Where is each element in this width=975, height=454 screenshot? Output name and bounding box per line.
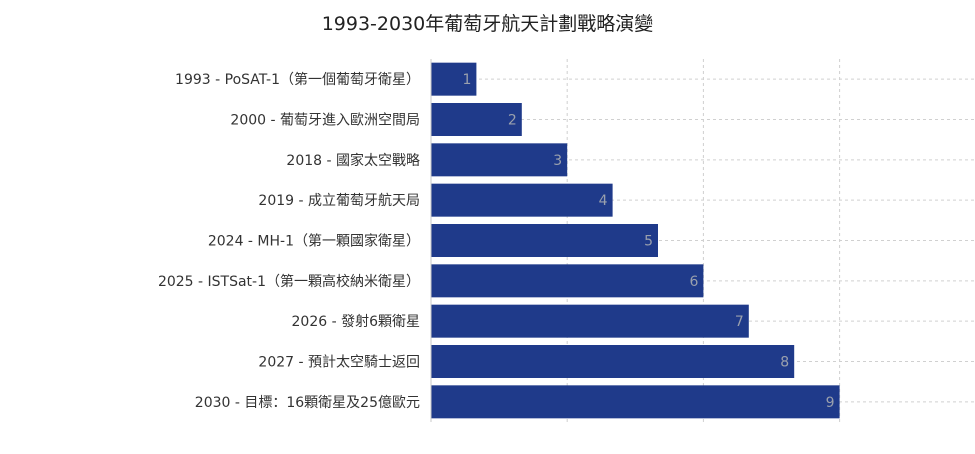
bar-value-label: 2: [508, 113, 517, 129]
bar: [431, 103, 522, 136]
category-label: 2024 - MH-1（第一顆國家衛星）: [208, 233, 420, 250]
bar-value-label: 4: [599, 193, 608, 209]
bar-value-label: 8: [780, 355, 789, 371]
bar-value-label: 1: [462, 72, 471, 88]
bar-value-label: 9: [826, 395, 835, 411]
bar: [431, 62, 477, 96]
bar: [431, 183, 613, 217]
bar-value-label: 3: [553, 153, 562, 169]
bar: [431, 345, 795, 378]
category-label: 2026 - 發射6顆衛星: [292, 314, 421, 330]
bar: [431, 264, 704, 298]
category-label: 2019 - 成立葡萄牙航天局: [258, 193, 420, 209]
bar: [431, 304, 749, 338]
category-label: 2030 - 目標：16顆衛星及25億歐元: [195, 395, 420, 411]
category-labels: 1993 - PoSAT-1（第一個葡萄牙衛星） 2000 - 葡萄牙進入歐洲空間…: [158, 71, 420, 411]
chart-title: 1993-2030年葡萄牙航天計劃戰略演變: [321, 13, 654, 35]
bar-value-label: 5: [644, 234, 653, 250]
category-label: 2027 - 預計太空騎士返回: [258, 355, 420, 371]
bar: [431, 385, 840, 419]
bar: [431, 224, 658, 257]
category-label: 2025 - ISTSat-1（第一顆高校納米衛星）: [158, 273, 420, 290]
bars: 1 2 3 4 5 6 7 8 9: [431, 62, 840, 419]
category-label: 2000 - 葡萄牙進入歐洲空間局: [230, 113, 420, 129]
bar: [431, 143, 568, 177]
category-label: 1993 - PoSAT-1（第一個葡萄牙衛星）: [175, 71, 420, 88]
bar-value-label: 7: [735, 314, 744, 330]
bar-value-label: 6: [689, 274, 698, 290]
category-label: 2018 - 國家太空戰略: [286, 152, 420, 169]
